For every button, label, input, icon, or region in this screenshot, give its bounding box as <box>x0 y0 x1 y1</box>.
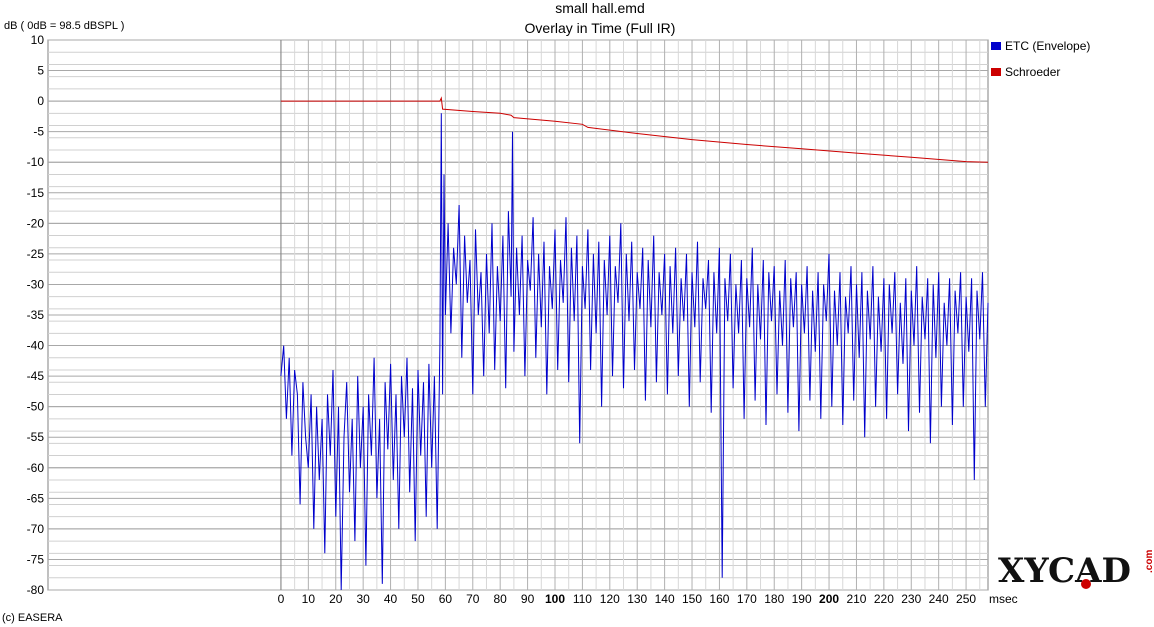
legend-swatch <box>991 42 1001 50</box>
y-tick-label: -50 <box>27 400 45 414</box>
series-line-etc-envelope <box>280 113 989 591</box>
x-tick-label: 170 <box>737 592 757 606</box>
x-tick-label: 230 <box>901 592 921 606</box>
chart-title: small hall.emd <box>555 0 644 16</box>
x-tick-label: 130 <box>627 592 647 606</box>
x-tick-label: 100 <box>545 592 565 606</box>
x-tick-label: 210 <box>846 592 866 606</box>
y-tick-label: -65 <box>27 491 45 505</box>
legend-label: Schroeder <box>1005 65 1060 79</box>
x-tick-labels: 0 10 20 30 40 50 60 70 80 90 100 110 120 130 140 150 160… <box>278 592 977 606</box>
copyright-text: (c) EASERA <box>2 612 63 624</box>
y-tick-label: -10 <box>27 155 45 169</box>
logo-note-icon <box>1081 579 1091 589</box>
x-tick-label: 240 <box>929 592 949 606</box>
x-tick-label: 80 <box>494 592 508 606</box>
y-tick-label: -45 <box>27 369 45 383</box>
y-tick-label: -40 <box>27 339 45 353</box>
x-tick-label: 140 <box>655 592 675 606</box>
legend-swatch <box>991 68 1001 76</box>
chart-subtitle: Overlay in Time (Full IR) <box>525 20 676 36</box>
y-axis-label: dB ( 0dB = 98.5 dBSPL ) <box>4 20 124 32</box>
y-tick-label: -20 <box>27 216 45 230</box>
x-tick-label: 160 <box>709 592 729 606</box>
x-tick-label: 180 <box>764 592 784 606</box>
y-tick-label: 5 <box>37 64 44 78</box>
y-tick-label: -30 <box>27 277 45 291</box>
y-tick-label: 10 <box>31 33 45 47</box>
y-tick-label: 0 <box>37 94 44 108</box>
x-tick-label: 30 <box>356 592 370 606</box>
x-tick-label: 60 <box>439 592 453 606</box>
y-tick-label: -80 <box>27 583 45 597</box>
legend: ETC (Envelope) Schroeder <box>991 39 1090 79</box>
y-tick-label: -25 <box>27 247 45 261</box>
logo-suffix: .com <box>1144 550 1154 573</box>
x-tick-label: 10 <box>302 592 316 606</box>
x-tick-label: 50 <box>411 592 425 606</box>
x-tick-label: 70 <box>466 592 480 606</box>
plot-area <box>47 39 989 591</box>
y-tick-label: -75 <box>27 552 45 566</box>
legend-label: ETC (Envelope) <box>1005 39 1090 53</box>
x-tick-label: 120 <box>600 592 620 606</box>
y-tick-label: -60 <box>27 461 45 475</box>
series-line-schroeder <box>280 96 989 163</box>
x-tick-label: 200 <box>819 592 839 606</box>
y-tick-label: -55 <box>27 430 45 444</box>
y-tick-label: -70 <box>27 522 45 536</box>
logo-wordmark: XYCAD <box>998 551 1131 591</box>
x-tick-label: 0 <box>278 592 285 606</box>
x-tick-label: 190 <box>792 592 812 606</box>
y-tick-labels: 10 5 0 -5 -10 -15 -20 -25 -30 -35 -40 -45 -50 -55 -60 -… <box>27 33 45 597</box>
x-tick-label: 250 <box>956 592 976 606</box>
x-axis-label: msec <box>989 592 1018 606</box>
x-tick-label: 150 <box>682 592 702 606</box>
x-tick-label: 220 <box>874 592 894 606</box>
x-tick-label: 110 <box>573 592 592 606</box>
y-tick-label: -15 <box>27 186 45 200</box>
xycad-logo: XYCAD .com <box>998 550 1154 591</box>
x-tick-label: 90 <box>521 592 535 606</box>
x-tick-label: 20 <box>329 592 343 606</box>
x-tick-label: 40 <box>384 592 398 606</box>
y-tick-label: -5 <box>33 125 44 139</box>
y-tick-label: -35 <box>27 308 45 322</box>
